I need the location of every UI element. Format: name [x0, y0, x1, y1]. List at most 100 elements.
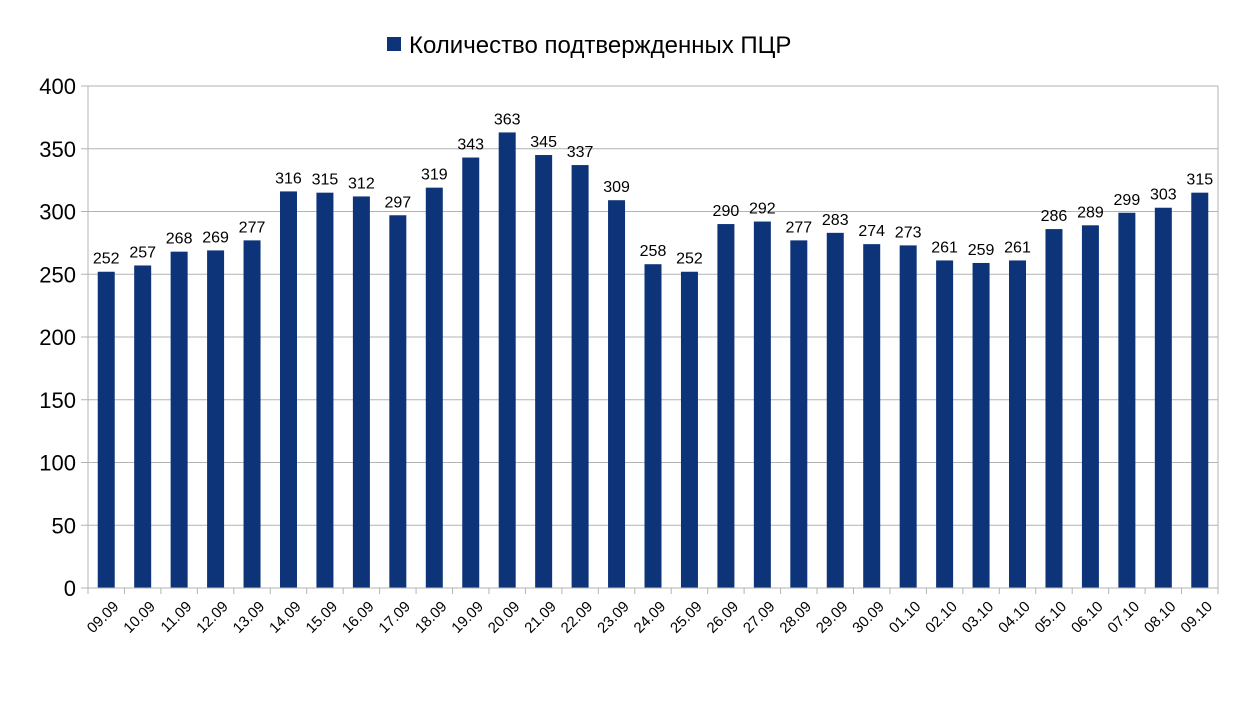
- x-tick-label: 03.10: [959, 598, 998, 637]
- x-tick-label: 02.10: [922, 598, 961, 637]
- bar: [1154, 207, 1172, 589]
- x-tick-label: 22.09: [558, 598, 597, 637]
- y-axis-ticks: 0 50 100 150 200 250 300 350 400: [39, 74, 88, 601]
- data-label: 315: [312, 172, 339, 189]
- data-label: 273: [895, 224, 922, 241]
- bar: [972, 262, 990, 588]
- x-tick-label: 24.09: [631, 598, 670, 637]
- bar: [243, 240, 261, 589]
- data-label: 309: [603, 179, 630, 196]
- data-label: 258: [640, 243, 667, 260]
- y-tick-label: 400: [39, 74, 76, 99]
- x-tick-label: 19.09: [448, 598, 487, 637]
- bar: [680, 271, 698, 588]
- x-tick-label: 20.09: [485, 598, 524, 637]
- x-tick-label: 17.09: [375, 598, 414, 637]
- x-tick-label: 04.10: [995, 598, 1034, 637]
- bar: [826, 232, 844, 588]
- x-tick-label: 11.09: [158, 598, 196, 636]
- data-label: 312: [348, 175, 375, 192]
- data-label: 268: [166, 231, 193, 248]
- y-tick-label: 350: [39, 137, 76, 162]
- x-axis-ticks: 09.0910.0911.0912.0913.0914.0915.0916.09…: [84, 588, 1219, 637]
- x-tick-label: 08.10: [1141, 598, 1180, 637]
- data-label: 316: [275, 170, 302, 187]
- data-label: 337: [567, 144, 594, 161]
- data-label: 274: [858, 223, 885, 240]
- bar: [279, 191, 297, 589]
- bar: [899, 245, 917, 588]
- x-tick-label: 07.10: [1104, 598, 1143, 637]
- y-tick-label: 300: [39, 200, 76, 225]
- y-tick-label: 50: [52, 513, 76, 538]
- x-tick-label: 23.09: [594, 598, 633, 637]
- x-tick-label: 16.09: [339, 598, 378, 637]
- bar: [717, 224, 735, 589]
- x-tick-label: 06.10: [1068, 598, 1107, 637]
- data-label: 261: [1004, 239, 1031, 256]
- y-tick-label: 150: [39, 388, 76, 413]
- x-tick-label: 30.09: [849, 598, 888, 637]
- data-label: 297: [384, 194, 411, 211]
- legend-swatch: [387, 37, 401, 51]
- data-label: 290: [713, 203, 740, 220]
- x-tick-label: 10.09: [120, 598, 159, 637]
- bar: [608, 200, 626, 588]
- bar: [352, 196, 370, 588]
- x-tick-label: 28.09: [776, 598, 815, 637]
- bar: [535, 155, 553, 588]
- x-tick-label: 12.09: [193, 598, 232, 637]
- bar: [753, 221, 771, 589]
- bar: [936, 260, 954, 588]
- bar: [1081, 225, 1099, 588]
- x-tick-label: 21.09: [521, 598, 560, 637]
- legend: Количество подтвержденных ПЦР: [387, 32, 791, 59]
- data-label: 345: [530, 134, 557, 151]
- bar: [498, 132, 516, 588]
- data-label: 319: [421, 167, 448, 184]
- data-label: 289: [1077, 204, 1104, 221]
- bar: [134, 265, 152, 588]
- x-tick-label: 05.10: [1032, 598, 1071, 637]
- bar: [207, 250, 225, 588]
- x-tick-label: 18.09: [412, 598, 451, 637]
- y-tick-label: 100: [39, 451, 76, 476]
- x-tick-label: 25.09: [667, 598, 706, 637]
- y-tick-label: 0: [64, 576, 76, 601]
- bar: [863, 244, 881, 588]
- legend-label: Количество подтвержденных ПЦР: [409, 32, 791, 59]
- y-tick-label: 250: [39, 262, 76, 287]
- bar: [571, 165, 589, 588]
- bar: [1045, 229, 1063, 588]
- data-label: 257: [129, 244, 156, 261]
- x-tick-label: 29.09: [813, 598, 852, 637]
- x-tick-label: 09.10: [1177, 598, 1216, 637]
- data-label: 299: [1114, 192, 1141, 209]
- data-label: 269: [202, 229, 229, 246]
- data-label: 303: [1150, 187, 1177, 204]
- bar: [97, 271, 115, 588]
- bar: [1191, 192, 1209, 589]
- bars: [97, 132, 1209, 589]
- data-label: 252: [676, 251, 703, 268]
- data-label: 259: [968, 242, 995, 259]
- x-tick-label: 13.09: [230, 598, 269, 637]
- bar: [316, 192, 334, 589]
- data-label: 261: [931, 239, 958, 256]
- data-label: 277: [785, 219, 812, 236]
- data-label: 292: [749, 201, 776, 218]
- axes: [87, 86, 1219, 589]
- data-label: 286: [1041, 208, 1068, 225]
- data-label: 363: [494, 111, 521, 128]
- data-label: 343: [457, 137, 484, 154]
- bar: [1009, 260, 1027, 588]
- x-tick-label: 15.09: [303, 598, 342, 637]
- data-label: 277: [239, 219, 266, 236]
- x-tick-label: 09.09: [84, 598, 123, 637]
- bar: [425, 187, 443, 588]
- bar: [170, 251, 188, 588]
- x-tick-label: 01.10: [886, 598, 925, 637]
- data-label: 283: [822, 212, 849, 229]
- bar: [644, 264, 662, 588]
